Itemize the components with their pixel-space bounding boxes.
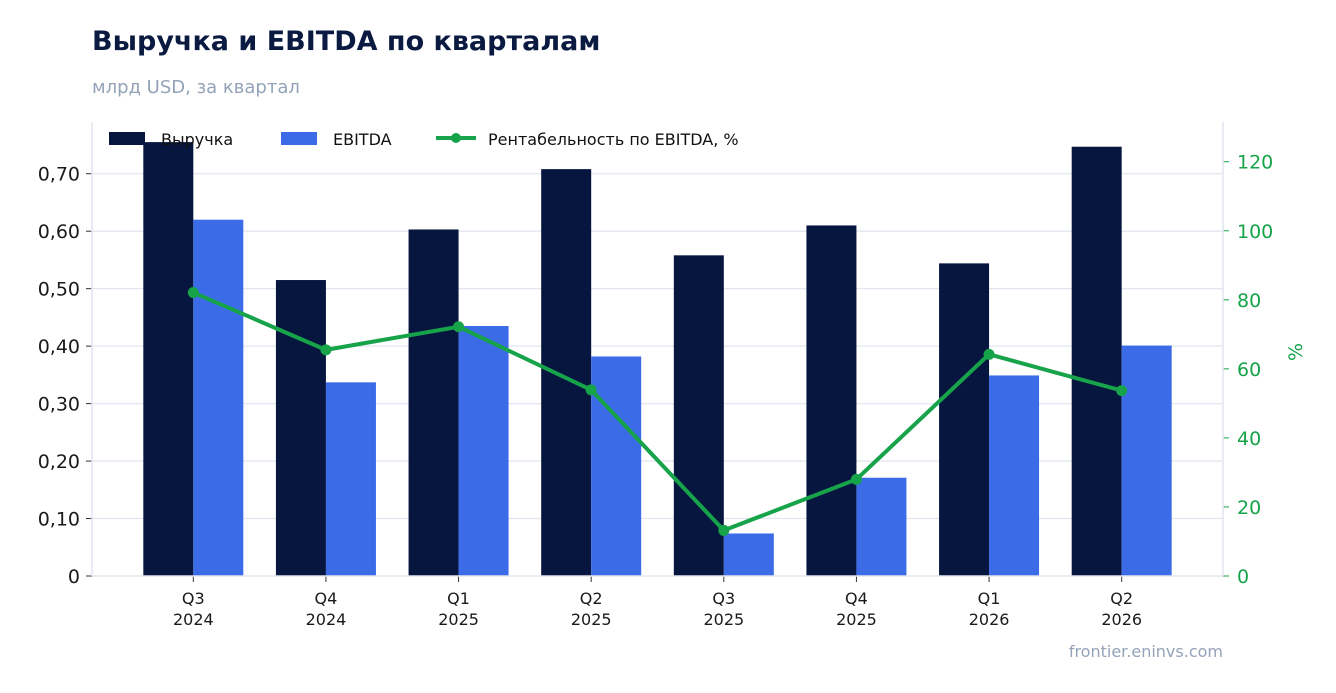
bar-ebitda [856,477,907,576]
y-right-tick-label: 40 [1237,428,1261,450]
x-tick-label-quarter: Q3 [182,589,205,608]
axes [86,122,1229,582]
legend-label-revenue: Выручка [161,130,233,149]
bar-revenue [408,229,459,576]
legend-label-margin: Рентабельность по EBITDA, % [488,130,739,149]
bar-revenue [673,255,724,576]
margin-point [453,321,465,333]
y-left-tick-label: 0,50 [38,279,80,301]
x-tick-label-year: 2026 [969,610,1010,629]
source-credit: frontier.eninvs.com [1068,642,1223,661]
margin-point [187,287,199,299]
y-left-tick-label: 0,70 [38,164,80,186]
x-tick-label-year: 2025 [836,610,877,629]
bar-ebitda [325,382,376,576]
x-tick-label-quarter: Q4 [315,589,338,608]
margin-point [718,524,730,536]
bar-revenue [275,280,326,576]
y-right-axis-label: % [1285,343,1307,361]
tick-labels: 0 0,10 0,20 0,30 0,40 0,50 0,60 0,70 0 20 40 60 80 10… [38,152,1307,629]
y-right-tick-label: 0 [1237,566,1249,588]
margin-point [983,348,995,360]
bar-ebitda [989,375,1040,576]
x-tick-label-year: 2024 [173,610,214,629]
bar-revenue [143,142,194,576]
bar-revenue [939,263,990,576]
legend-swatch-ebitda [281,132,317,145]
x-tick-label-quarter: Q2 [1110,589,1133,608]
chart-subtitle: млрд USD, за квартал [92,77,300,98]
y-left-tick-label: 0 [68,566,80,588]
y-right-tick-label: 120 [1237,152,1273,174]
x-tick-label-year: 2025 [438,610,479,629]
x-tick-label-quarter: Q1 [447,589,470,608]
bar-ebitda [591,356,642,576]
y-left-tick-label: 0,40 [38,336,80,358]
bar-revenue [806,225,857,576]
x-tick-label-quarter: Q4 [845,589,868,608]
gridlines [92,173,1223,520]
y-left-tick-label: 0,30 [38,394,80,416]
x-tick-label-quarter: Q2 [580,589,603,608]
y-right-tick-label: 60 [1237,359,1261,381]
bar-revenue [1071,146,1122,576]
x-tick-label-year: 2025 [703,610,744,629]
y-left-tick-label: 0,10 [38,509,80,531]
margin-point [850,473,862,485]
bar-ebitda [1121,345,1172,576]
margin-point [320,344,332,356]
legend: Выручка EBITDA Рентабельность по EBITDA, % [109,130,739,149]
bar-ebitda [723,533,774,576]
legend-label-ebitda: EBITDA [333,130,392,149]
legend-marker-margin [451,133,461,143]
x-tick-label-year: 2026 [1101,610,1142,629]
margin-line [187,287,1128,536]
bar-ebitda [193,219,244,576]
y-left-tick-label: 0,20 [38,451,80,473]
chart-title: Выручка и EBITDA по кварталам [92,26,601,57]
margin-point [585,384,597,396]
x-tick-label-quarter: Q3 [712,589,735,608]
y-right-tick-label: 20 [1237,497,1261,519]
y-right-tick-label: 80 [1237,290,1261,312]
margin-line-path [192,290,1123,533]
x-tick-label-year: 2025 [571,610,612,629]
legend-swatch-revenue [109,132,145,145]
margin-point [1116,385,1128,397]
y-left-tick-label: 0,60 [38,221,80,243]
x-tick-label-year: 2024 [306,610,347,629]
y-right-tick-label: 100 [1237,221,1273,243]
bars [143,142,1172,576]
bar-ebitda [458,326,509,576]
bar-revenue [541,169,592,576]
x-tick-label-quarter: Q1 [978,589,1001,608]
